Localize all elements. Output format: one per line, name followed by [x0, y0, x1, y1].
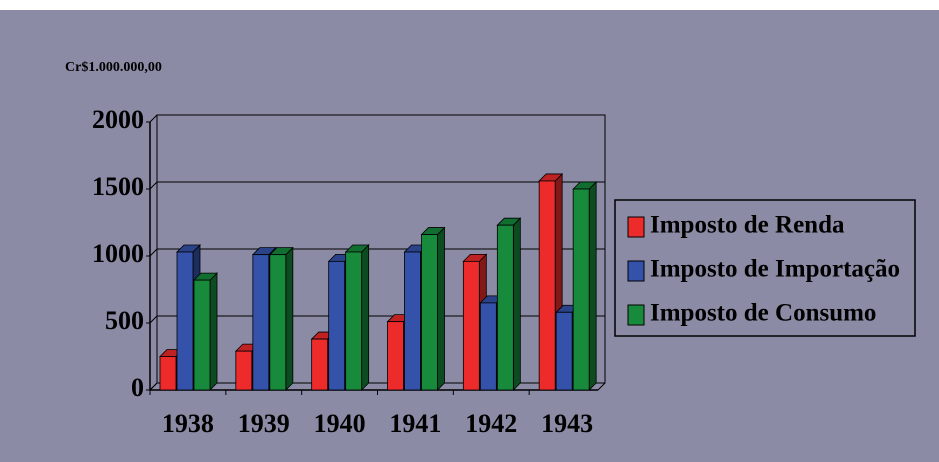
x-tick-label: 1943 [541, 409, 593, 438]
bar-front [345, 251, 363, 391]
bar-front [462, 260, 480, 391]
bar-front [572, 188, 590, 391]
bar-front [176, 251, 194, 391]
bar [572, 181, 598, 391]
bar-front [235, 350, 253, 391]
legend-swatch [627, 260, 645, 282]
top-strip [0, 0, 939, 10]
y-axis-label: Cr$1.000.000,00 [65, 60, 162, 75]
bar-front [252, 254, 270, 391]
bar-side [285, 246, 294, 391]
y-tick-label: 1500 [92, 172, 144, 201]
bar-front [311, 338, 329, 391]
grid-line [149, 382, 605, 391]
y-tick-label: 1000 [92, 239, 144, 268]
bar-side [361, 244, 370, 391]
bar-side [512, 217, 521, 391]
legend-label: Imposto de Renda [650, 212, 845, 239]
y-tick-label: 500 [105, 306, 144, 335]
x-tick-label: 1938 [162, 409, 214, 438]
legend-label: Imposto de Importação [650, 256, 900, 283]
bar-side [588, 181, 597, 391]
bar-front [159, 356, 177, 391]
bar [496, 217, 522, 391]
grid-line [149, 114, 605, 123]
bar-side [209, 272, 218, 391]
bar-front [555, 311, 573, 391]
bar-front [404, 251, 421, 391]
y-tick-label: 2000 [92, 105, 144, 134]
x-tick-label: 1940 [314, 409, 366, 438]
bar-front [193, 279, 211, 391]
bar [344, 244, 370, 391]
bar [193, 272, 218, 391]
back-wall [148, 114, 606, 391]
bar-front [387, 321, 404, 391]
bar-front [538, 180, 556, 391]
legend-swatch [627, 216, 645, 238]
grid-line [149, 181, 605, 190]
bar-front [421, 234, 438, 391]
legend-label: Imposto de Consumo [650, 300, 876, 327]
legend-swatch [627, 304, 645, 326]
bar-front [269, 254, 287, 391]
bar-side [437, 226, 445, 391]
x-tick-label: 1939 [238, 409, 290, 438]
bar [268, 246, 294, 391]
bar-front [496, 224, 514, 391]
x-tick-label: 1942 [465, 409, 517, 438]
grid-line [149, 315, 605, 324]
legend [614, 199, 916, 337]
bar-front [328, 260, 346, 391]
grid-line [149, 248, 605, 257]
bar-front [479, 302, 497, 391]
y-tick-label: 0 [131, 373, 144, 402]
x-tick-label: 1941 [389, 409, 441, 438]
bar [420, 226, 446, 391]
